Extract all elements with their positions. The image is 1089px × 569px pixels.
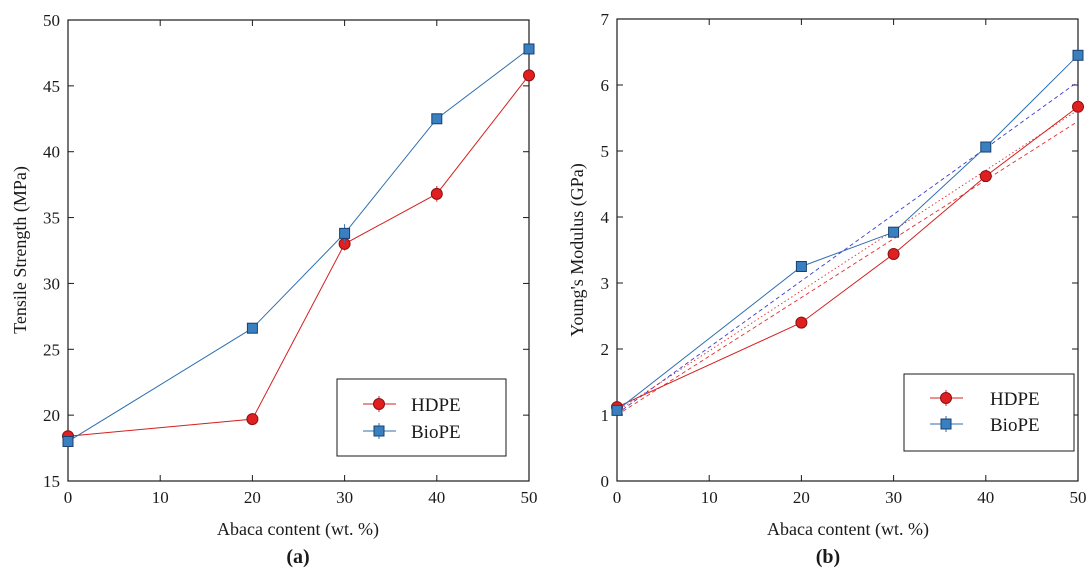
- panel-b-caption: (b): [816, 546, 840, 568]
- x-tick-label: 30: [336, 488, 353, 507]
- y-tick-label: 6: [601, 76, 610, 95]
- series-line-hdpe: [616, 106, 1079, 408]
- panel-a-y-axis-label: Tensile Strength (MPa): [10, 166, 31, 334]
- y-tick-label: 2: [601, 340, 610, 359]
- data-point-biope: [62, 435, 74, 447]
- data-point-hdpe: [1072, 100, 1084, 113]
- data-point-biope: [339, 227, 351, 239]
- y-tick-label: 7: [601, 10, 610, 29]
- data-point-hdpe: [523, 69, 535, 82]
- y-tick-label: 25: [43, 340, 60, 359]
- panel-b-legend-box: [903, 373, 1075, 452]
- x-tick-label: 50: [1070, 488, 1087, 507]
- legend-label-hdpe: HDPE: [990, 389, 1040, 410]
- panel-a-plot-frame: [67, 19, 530, 482]
- panel-a-legend-hdpe: HDPE: [363, 395, 461, 416]
- x-tick-label: 0: [613, 488, 622, 507]
- data-point-biope: [246, 322, 258, 334]
- data-point-hdpe: [979, 170, 992, 183]
- y-tick-label: 3: [601, 274, 610, 293]
- panel-a-chart: 0 10 20 30 40 50 15 20 25 30 35 40 45 50 Abaca conte…: [10, 11, 538, 568]
- panel-b-legend: HDPE BioPE: [903, 373, 1075, 452]
- legend-label-biope: BioPE: [411, 422, 461, 443]
- y-tick-label: 45: [43, 77, 60, 96]
- x-tick-label: 10: [701, 488, 718, 507]
- panel-b-trend-lines: [616, 81, 1079, 416]
- y-tick-label: 20: [43, 406, 60, 425]
- data-point-biope: [1072, 49, 1084, 61]
- data-point-biope: [980, 141, 992, 153]
- panel-a-series: [62, 43, 535, 447]
- series-line-biope: [616, 54, 1079, 411]
- panel-a-caption: (a): [286, 546, 309, 568]
- panel-a-legend-box: [336, 378, 507, 457]
- data-point-hdpe: [430, 187, 443, 200]
- legend-marker-hdpe: [373, 398, 385, 410]
- x-tick-label: 40: [428, 488, 445, 507]
- y-tick-label: 4: [601, 208, 610, 227]
- y-tick-label: 1: [601, 406, 610, 425]
- panel-b-chart: 0 10 20 30 40 50 0 1 2 3 4 5 6 7 Abaca content (wt. …: [567, 10, 1087, 568]
- data-point-biope: [795, 261, 807, 272]
- legend-marker-biope: [940, 418, 952, 430]
- x-tick-label: 20: [244, 488, 261, 507]
- legend-marker-hdpe: [940, 392, 952, 404]
- panel-b-series: [611, 49, 1084, 416]
- y-tick-label: 5: [601, 142, 610, 161]
- data-point-hdpe: [795, 316, 808, 329]
- y-tick-label: 0: [601, 472, 610, 491]
- panel-a-y-ticks: 15 20 25 30 35 40 45 50: [43, 11, 529, 491]
- trend-line-hdpe: [616, 120, 1079, 416]
- y-tick-label: 15: [43, 472, 60, 491]
- panel-b-x-ticks: 0 10 20 30 40 50: [613, 19, 1087, 507]
- x-tick-label: 10: [152, 488, 169, 507]
- data-point-biope: [888, 226, 900, 238]
- y-tick-label: 40: [43, 143, 60, 162]
- x-tick-label: 30: [885, 488, 902, 507]
- y-tick-label: 35: [43, 209, 60, 228]
- trend-line-biope: [616, 81, 1079, 415]
- legend-label-hdpe: HDPE: [411, 395, 461, 416]
- panel-a-x-ticks: 0 10 20 30 40 50: [64, 20, 538, 507]
- panel-a-legend: HDPE BioPE: [336, 378, 507, 457]
- x-tick-label: 40: [977, 488, 994, 507]
- panel-b-plot-frame: [616, 18, 1079, 482]
- panel-b-legend-hdpe: HDPE: [930, 389, 1040, 410]
- x-tick-label: 50: [521, 488, 538, 507]
- y-tick-label: 50: [43, 11, 60, 30]
- panel-b-legend-biope: BioPE: [930, 415, 1040, 436]
- legend-label-biope: BioPE: [990, 415, 1040, 436]
- legend-marker-biope: [373, 425, 385, 437]
- panel-b-y-axis-label: Young's Modulus (GPa): [567, 163, 588, 336]
- panel-a-legend-biope: BioPE: [363, 422, 461, 443]
- data-point-hdpe: [887, 247, 900, 260]
- panel-a-x-axis-label: Abaca content (wt. %): [217, 519, 379, 540]
- data-point-biope: [431, 113, 443, 125]
- y-tick-label: 30: [43, 274, 60, 293]
- data-point-biope: [611, 404, 623, 416]
- x-tick-label: 20: [793, 488, 810, 507]
- x-tick-label: 0: [64, 488, 73, 507]
- trend-line-hdpe: [616, 109, 1079, 412]
- data-point-hdpe: [246, 413, 259, 426]
- panel-b-x-axis-label: Abaca content (wt. %): [767, 519, 929, 540]
- data-point-biope: [523, 43, 535, 55]
